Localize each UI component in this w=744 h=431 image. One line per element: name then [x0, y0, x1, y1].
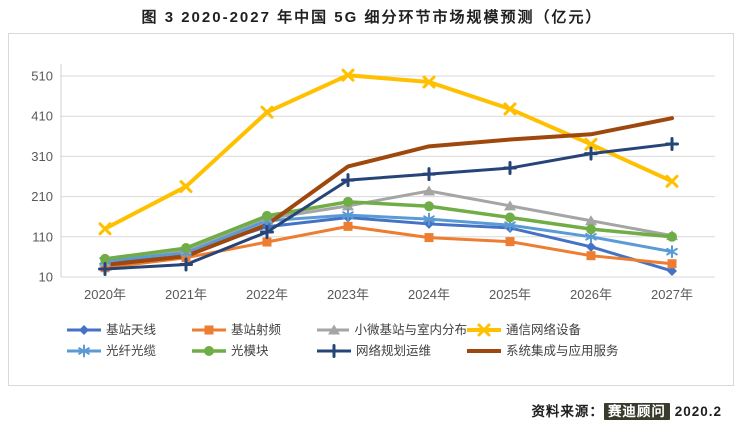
legend-label: 光模块 — [231, 344, 269, 358]
source-date: 2020.2 — [674, 404, 722, 419]
series-lines — [98, 68, 679, 276]
svg-text:2027年: 2027年 — [651, 287, 693, 302]
y-axis: 10 110 210 310 410 510 — [31, 64, 62, 285]
legend-label: 网络规划运维 — [356, 344, 432, 358]
legend-swatch-icon — [467, 349, 501, 353]
legend-label: 基站射频 — [231, 323, 282, 337]
legend-item: 光模块 — [192, 343, 317, 359]
legend-swatch-icon — [317, 324, 350, 335]
chart-title: 图 3 2020-2027 年中国 5G 细分环节市场规模预测（亿元） — [141, 9, 603, 26]
svg-text:510: 510 — [31, 69, 53, 84]
source-prefix: 资料来源： — [531, 404, 604, 419]
x-axis: 2020年 2021年 2022年 2023年 2024年 2025年 2026年 2027年 — [84, 287, 693, 302]
legend-label: 通信网络设备 — [506, 323, 582, 337]
legend-label: 基站天线 — [106, 323, 157, 337]
legend-label: 系统集成与应用服务 — [506, 344, 619, 358]
svg-text:110: 110 — [32, 229, 53, 244]
legend-swatch-icon — [192, 346, 226, 356]
svg-text:2020年: 2020年 — [84, 287, 126, 302]
legend-swatch-icon — [192, 325, 226, 335]
legend-item: 通信网络设备 — [467, 322, 729, 338]
svg-text:2021年: 2021年 — [165, 287, 207, 302]
svg-text:2024年: 2024年 — [408, 287, 450, 302]
source-note: 资料来源： 赛迪顾问 2020.2 — [531, 400, 722, 420]
source-publisher: 赛迪顾问 — [603, 403, 670, 420]
svg-text:410: 410 — [31, 109, 53, 124]
legend-item: 小微基站与室内分布 — [317, 322, 467, 338]
legend-item: 系统集成与应用服务 — [467, 343, 729, 359]
svg-text:2022年: 2022年 — [246, 287, 288, 302]
legend-swatch-icon — [67, 325, 101, 335]
legend-item: 基站天线 — [67, 322, 192, 338]
legend-label: 光纤光缆 — [106, 344, 157, 358]
legend-item: 光纤光缆 — [67, 343, 192, 359]
legend-label: 小微基站与室内分布 — [354, 323, 467, 337]
svg-text:2025年: 2025年 — [489, 287, 531, 302]
legend-item: 网络规划运维 — [317, 343, 467, 359]
svg-text:2023年: 2023年 — [327, 287, 369, 302]
svg-text:10: 10 — [39, 270, 53, 285]
legend-swatch-icon — [467, 323, 501, 337]
legend-swatch-icon — [67, 344, 101, 358]
svg-text:310: 310 — [31, 149, 53, 164]
legend-swatch-icon — [317, 344, 351, 358]
chart-legend: 基站天线 基站射频 小微基站与室内分布 通信网络设备光纤光缆 光模块 网络规划运维 系统集成… — [67, 322, 729, 359]
svg-text:210: 210 — [31, 189, 53, 204]
legend-item: 基站射频 — [192, 322, 317, 338]
svg-text:2026年: 2026年 — [570, 287, 612, 302]
